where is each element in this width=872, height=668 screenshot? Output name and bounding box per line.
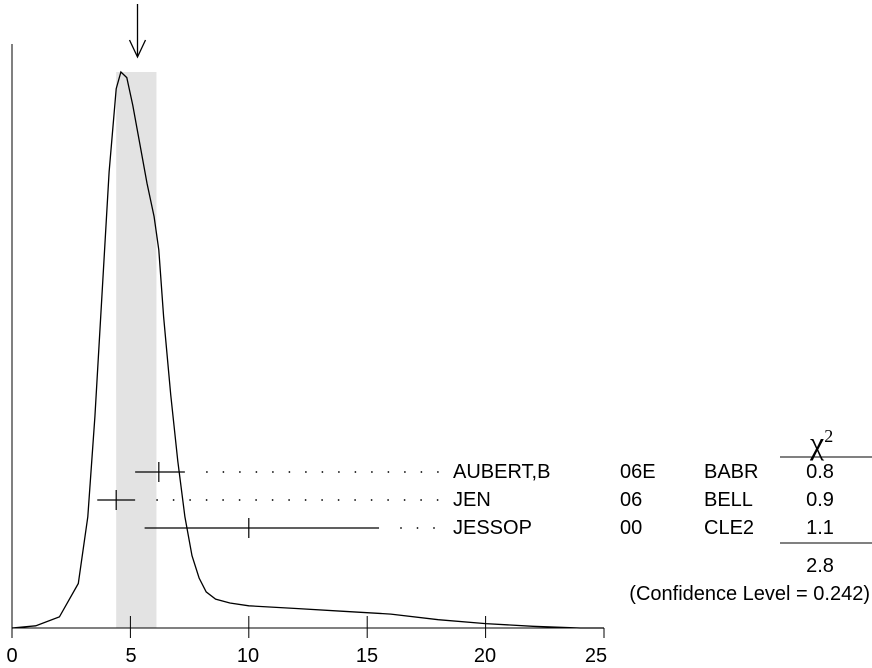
measurement-author: JESSOP [453, 517, 532, 539]
leader-dot [206, 471, 208, 473]
measurement-experiment: BELL [704, 489, 753, 511]
measurement-year: 06E [620, 461, 656, 483]
leader-dot [255, 499, 257, 501]
chi2-superscript: 2 [824, 426, 834, 446]
measurements-layer [97, 462, 439, 538]
confidence-level: (Confidence Level = 0.242) [629, 583, 870, 605]
leader-dot [433, 527, 435, 529]
leader-dot [205, 499, 208, 501]
leader-dot [416, 527, 419, 529]
leader-dot [321, 471, 324, 473]
measurement-chi2: 1.1 [806, 517, 834, 539]
leader-dot [222, 499, 225, 501]
leader-dot [400, 527, 402, 529]
leader-dot [304, 499, 307, 501]
leader-dot [404, 471, 406, 473]
ideogram-curve [11, 70, 604, 629]
axes [11, 44, 605, 638]
x-tick-label: 5 [125, 645, 137, 667]
leader-dot [172, 499, 175, 501]
x-tick-label: 25 [584, 645, 608, 667]
measurement-experiment: BABR [704, 461, 759, 483]
leader-dot [354, 471, 357, 473]
leader-dot [239, 471, 241, 473]
arrow-head [128, 39, 147, 59]
leader-dot [387, 471, 390, 473]
measurement-author: AUBERT,B [453, 461, 551, 483]
error-band [116, 72, 157, 628]
chi2-header: χ2 [810, 420, 833, 459]
leader-dot [420, 499, 422, 501]
measurement-year: 00 [620, 517, 643, 539]
x-tick-label: 20 [473, 645, 497, 667]
x-tick-label: 10 [236, 645, 260, 667]
chi2-symbol: χ [810, 424, 825, 461]
x-tick-label: 0 [6, 645, 18, 667]
curve-layer [11, 70, 604, 629]
leader-dot [189, 499, 192, 501]
central-value-marker [128, 4, 147, 59]
leader-dot [156, 499, 159, 501]
leader-dot [222, 471, 225, 473]
leader-dot [271, 499, 274, 501]
leader-dot [420, 471, 423, 473]
measurement-chi2: 0.8 [806, 461, 834, 483]
leader-dot [436, 499, 439, 501]
leader-dot [288, 499, 290, 501]
leader-dot [255, 471, 258, 473]
measurement-experiment: CLE2 [704, 517, 755, 539]
leader-dot [403, 499, 406, 501]
leader-dot [305, 471, 307, 473]
leader-dot [387, 499, 389, 501]
leader-dot [437, 471, 439, 473]
leader-dot [338, 471, 340, 473]
measurement-chi2: 0.9 [806, 489, 834, 511]
leader-dot [272, 471, 274, 473]
leader-dot [354, 499, 356, 501]
error-band-layer [116, 72, 157, 628]
leader-dot [288, 471, 291, 473]
measurement-year: 06 [620, 489, 643, 511]
measurement-author: JEN [453, 489, 491, 511]
chi2-total: 2.8 [806, 555, 834, 577]
leader-dot [337, 499, 340, 501]
leader-dot [238, 499, 241, 501]
leader-dot [321, 499, 323, 501]
leader-dot [370, 499, 373, 501]
x-tick-label: 15 [355, 645, 379, 667]
leader-dot [371, 471, 373, 473]
chi2-table-lines [780, 456, 872, 544]
